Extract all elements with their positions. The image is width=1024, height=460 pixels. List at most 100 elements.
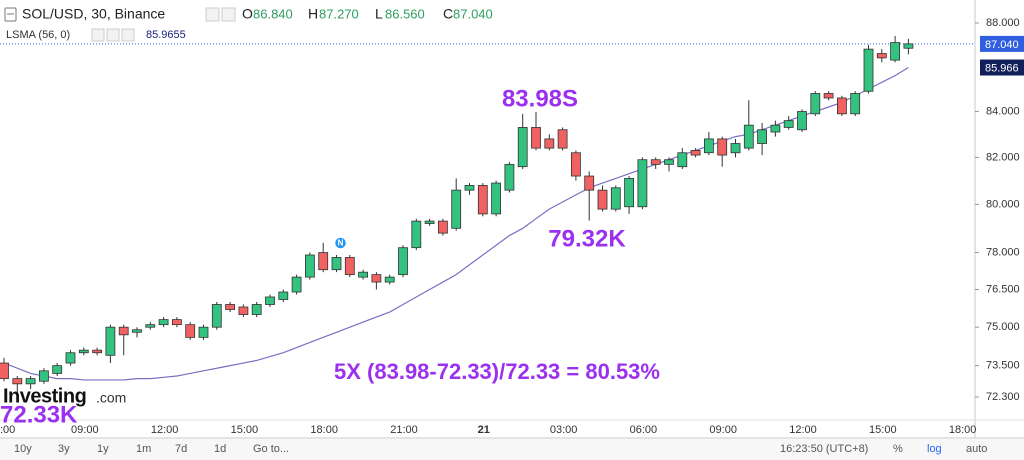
candle-body [318, 252, 329, 271]
candle-body [171, 319, 182, 326]
annotation: 5X (83.98-72.33)/72.33 = 80.53% [334, 359, 660, 384]
candle-body [278, 291, 289, 300]
x-tick-label: 15:00 [869, 424, 897, 436]
candle-body [411, 220, 422, 249]
candle-body [331, 257, 342, 271]
indicator-name: LSMA (56, 0) [6, 29, 70, 41]
option-button[interactable]: % [893, 443, 903, 455]
x-tick-label: 12:00 [151, 424, 179, 436]
option-button[interactable]: log [927, 443, 942, 455]
candle-body [903, 43, 914, 49]
ohlc-label: L [375, 6, 383, 22]
candle-body [304, 254, 315, 278]
candle-body [717, 138, 728, 156]
candle-body [743, 124, 754, 149]
indicator-visibility[interactable] [91, 28, 105, 42]
y-tick-label: 75.000 [986, 321, 1020, 333]
candle-body [637, 159, 648, 208]
candle-body [730, 143, 741, 154]
candle-body [105, 326, 116, 356]
candle-body [690, 150, 701, 156]
ohlc-value: 87.270 [319, 6, 359, 21]
candle-body [25, 378, 36, 385]
y-tick-label: 76.500 [986, 283, 1020, 295]
event-marker[interactable] [333, 236, 348, 250]
ohlc-label: C [443, 6, 453, 22]
toolbar [0, 439, 1024, 460]
range-button[interactable]: 1d [214, 443, 226, 455]
annotation: 72.33K [0, 401, 78, 428]
candle-body [198, 326, 209, 338]
candle-body [0, 362, 9, 380]
x-tick-label: 03:00 [550, 424, 578, 436]
watermark: Investing [3, 385, 86, 407]
candle-body [664, 159, 674, 165]
option-button[interactable]: auto [966, 443, 987, 455]
ohlc-label: H [308, 6, 318, 22]
settings-button[interactable] [221, 7, 236, 22]
candle-body [225, 304, 236, 310]
x-tick-label: :00 [0, 424, 15, 436]
price-label: 87.040 [985, 39, 1019, 51]
candle-body [757, 129, 767, 144]
visibility-button[interactable] [205, 7, 220, 22]
range-button[interactable]: 10y [14, 443, 32, 455]
candle-body [437, 220, 448, 234]
candle-body [398, 247, 408, 276]
candle-body [238, 306, 249, 315]
candle-body [251, 304, 262, 315]
range-button[interactable]: 1m [136, 443, 151, 455]
y-tick-label: 84.000 [986, 105, 1020, 117]
y-tick-label: 88.000 [986, 17, 1020, 29]
y-tick-label: 78.000 [986, 246, 1020, 258]
candle-body [145, 324, 156, 328]
goto-button[interactable]: Go to... [253, 443, 289, 455]
y-tick-label: 73.500 [986, 360, 1020, 372]
candle-body [876, 53, 887, 59]
x-tick-label: 18:00 [949, 424, 977, 436]
x-tick-label: 15:00 [231, 424, 259, 436]
ohlc-value: 86.560 [385, 6, 425, 21]
candle-body [544, 138, 555, 149]
range-button[interactable]: 1y [97, 443, 109, 455]
candle-body [810, 93, 821, 115]
candle-body [477, 185, 488, 215]
x-tick-label: 21:00 [390, 424, 418, 436]
candle-body [12, 378, 23, 385]
event-marker-label: N [338, 239, 344, 248]
candle-body [358, 271, 369, 278]
candle-body [517, 127, 528, 168]
collapse-icon[interactable] [4, 7, 17, 22]
candle-body [92, 349, 102, 354]
candle-body [118, 326, 129, 336]
candle-body [39, 370, 49, 382]
indicator-remove[interactable] [121, 28, 135, 42]
candle-body [158, 319, 169, 326]
range-button[interactable]: 3y [58, 443, 70, 455]
candle-body [185, 324, 196, 338]
ohlc-value: 86.840 [253, 6, 293, 21]
candle-body [597, 189, 608, 210]
x-tick-label: 21 [478, 424, 490, 436]
candle-body [291, 276, 302, 293]
annotation: 83.98S [502, 85, 578, 112]
candle-body [65, 352, 76, 364]
candle-body [677, 152, 688, 168]
candle-body [557, 129, 568, 149]
candle-body [624, 177, 634, 208]
candle-body [863, 48, 874, 92]
indicator-settings[interactable] [106, 28, 120, 42]
candle-body [424, 220, 435, 224]
candle-body [384, 276, 395, 283]
candle-body [504, 163, 515, 191]
candle-body [52, 365, 63, 374]
candle-body [650, 159, 661, 165]
candle-body [464, 185, 475, 191]
candle-body [78, 349, 89, 354]
range-button[interactable]: 7d [175, 443, 187, 455]
price-label: 85.966 [985, 62, 1019, 74]
x-tick-label: 18:00 [310, 424, 338, 436]
x-tick-label: 09:00 [709, 424, 737, 436]
y-tick-label: 72.300 [986, 391, 1020, 403]
